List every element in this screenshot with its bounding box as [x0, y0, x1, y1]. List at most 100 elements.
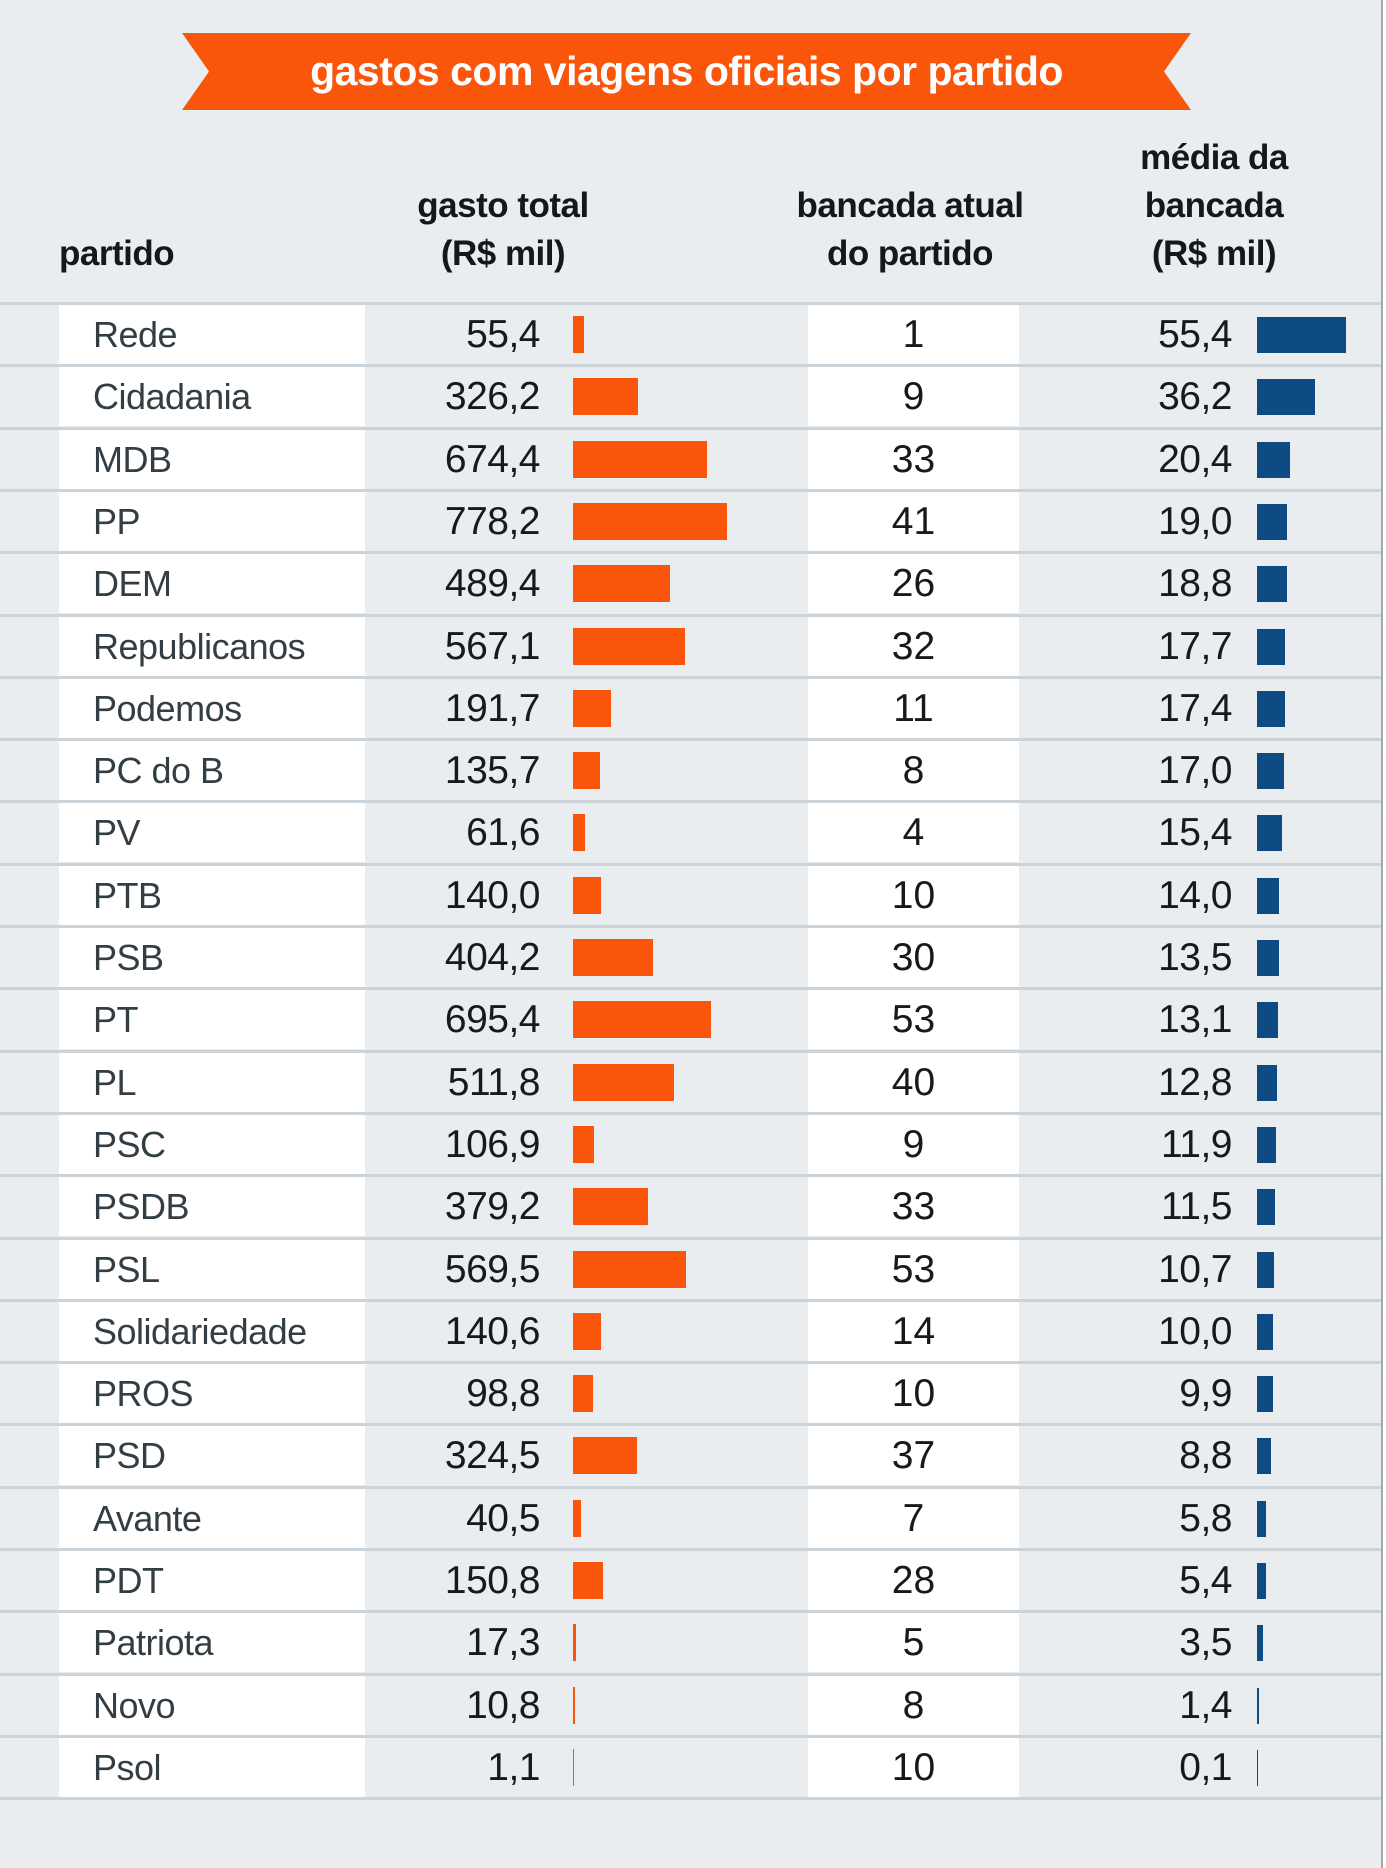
gasto-total-value: 674,4	[444, 438, 541, 481]
table-row: Psol 1,1 10 0,1	[0, 1735, 1382, 1797]
media-bancada-value: 3,5	[1179, 1621, 1232, 1664]
table-row: Rede 55,4 1 55,4	[0, 302, 1382, 364]
gasto-total-value: 569,5	[444, 1248, 541, 1291]
gasto-total-value: 695,4	[444, 998, 541, 1041]
column-header-media-bancada: média da bancada (R$ mil)	[1140, 138, 1288, 273]
gasto-total-value: 17,3	[466, 1621, 540, 1664]
media-bancada-value: 8,8	[1179, 1434, 1232, 1477]
gasto-total-bar	[573, 690, 611, 727]
gasto-total-value: 567,1	[444, 625, 541, 668]
gasto-total-value: 489,4	[444, 562, 541, 605]
bancada-value-cell: 33	[808, 1177, 1019, 1236]
media-bancada-bar	[1257, 691, 1285, 727]
media-bancada-bar	[1257, 753, 1285, 789]
media-bancada-bar	[1257, 878, 1280, 914]
bancada-value-cell: 7	[808, 1489, 1019, 1548]
gasto-total-value: 140,6	[444, 1310, 541, 1353]
table-row: Podemos 191,7 11 17,4	[0, 676, 1382, 738]
media-bancada-bar	[1257, 1065, 1278, 1101]
media-bancada-value: 13,1	[1158, 998, 1232, 1041]
bancada-value-cell: 30	[808, 928, 1019, 987]
party-name-cell: PV	[59, 803, 365, 862]
party-name-cell: Patriota	[59, 1613, 365, 1672]
gasto-total-bar	[573, 752, 600, 789]
party-name-cell: PSL	[59, 1240, 365, 1299]
media-bancada-bar	[1257, 317, 1346, 353]
media-bancada-value: 13,5	[1158, 936, 1232, 979]
column-header-partido: partido	[59, 234, 175, 273]
party-name-cell: Podemos	[59, 679, 365, 738]
gasto-total-value: 326,2	[444, 375, 541, 418]
gasto-total-value: 511,8	[447, 1061, 541, 1104]
party-name: PC do B	[93, 750, 224, 791]
party-name-cell: PSDB	[59, 1177, 365, 1236]
party-name-cell: PTB	[59, 866, 365, 925]
party-name: PSD	[93, 1435, 166, 1476]
media-bancada-bar	[1257, 815, 1282, 851]
media-bancada-bar	[1257, 1002, 1278, 1038]
bancada-value-cell: 41	[808, 492, 1019, 551]
party-name: Rede	[93, 314, 178, 355]
party-name: Podemos	[93, 688, 242, 729]
gasto-total-bar	[573, 877, 601, 914]
party-name-cell: Cidadania	[59, 367, 365, 426]
table-row: Patriota 17,3 5 3,5	[0, 1610, 1382, 1672]
party-name-cell: PT	[59, 990, 365, 1049]
gasto-total-bar	[573, 1251, 686, 1288]
media-bancada-value: 36,2	[1158, 375, 1232, 418]
media-bancada-value: 17,7	[1158, 625, 1232, 668]
table-row: PSDB 379,2 33 11,5	[0, 1174, 1382, 1236]
gasto-total-value: 778,2	[444, 500, 541, 543]
title-ribbon: gastos com viagens oficiais por partido	[182, 33, 1191, 110]
media-bancada-bar	[1257, 379, 1315, 415]
media-bancada-value: 10,0	[1158, 1310, 1232, 1353]
party-name-cell: MDB	[59, 430, 365, 489]
bancada-value-cell: 8	[808, 741, 1019, 800]
party-name: Patriota	[93, 1622, 214, 1663]
gasto-total-value: 191,7	[444, 687, 541, 730]
media-bancada-value: 14,0	[1158, 874, 1232, 917]
gasto-total-bar	[573, 628, 686, 665]
right-edge-strip	[1383, 0, 1386, 1868]
bancada-value-cell: 40	[808, 1053, 1019, 1112]
party-name: PV	[93, 812, 141, 853]
media-bancada-value: 20,4	[1158, 438, 1232, 481]
gasto-total-bar	[573, 316, 584, 353]
gasto-total-value: 61,6	[466, 811, 540, 854]
bancada-value-cell: 33	[808, 430, 1019, 489]
gasto-total-bar	[573, 565, 670, 602]
media-bancada-bar	[1257, 1252, 1275, 1288]
gasto-total-value: 1,1	[487, 1746, 540, 1789]
table-row: Novo 10,8 8 1,4	[0, 1673, 1382, 1735]
gasto-total-bar	[573, 1437, 638, 1474]
table-row: PTB 140,0 10 14,0	[0, 863, 1382, 925]
gasto-total-value: 150,8	[444, 1559, 541, 1602]
media-bancada-bar	[1257, 504, 1288, 540]
media-bancada-value: 15,4	[1158, 811, 1232, 854]
media-bancada-value: 9,9	[1179, 1372, 1232, 1415]
bancada-value-cell: 4	[808, 803, 1019, 862]
media-bancada-value: 19,0	[1158, 500, 1232, 543]
gasto-total-bar	[573, 503, 728, 540]
table-row: DEM 489,4 26 18,8	[0, 551, 1382, 613]
table-row: PSC 106,9 9 11,9	[0, 1112, 1382, 1174]
party-name: PT	[93, 999, 139, 1040]
bancada-value-cell: 53	[808, 1240, 1019, 1299]
party-name: PL	[93, 1062, 137, 1103]
gasto-total-value: 98,8	[466, 1372, 540, 1415]
party-name-cell: PC do B	[59, 741, 365, 800]
table-row: PC do B 135,7 8 17,0	[0, 738, 1382, 800]
party-name-cell: PSD	[59, 1426, 365, 1485]
gasto-total-value: 106,9	[444, 1123, 541, 1166]
media-bancada-bar	[1257, 1127, 1277, 1163]
party-name: PTB	[93, 875, 162, 916]
table-row: PSL 569,5 53 10,7	[0, 1237, 1382, 1299]
media-bancada-bar	[1257, 566, 1288, 602]
gasto-total-bar	[573, 1188, 649, 1225]
party-name: PP	[93, 501, 141, 542]
party-name: Cidadania	[93, 376, 251, 417]
bancada-value-cell: 10	[808, 866, 1019, 925]
party-name: PDT	[93, 1560, 164, 1601]
party-name: Novo	[93, 1685, 176, 1726]
party-name: PSB	[93, 937, 164, 978]
